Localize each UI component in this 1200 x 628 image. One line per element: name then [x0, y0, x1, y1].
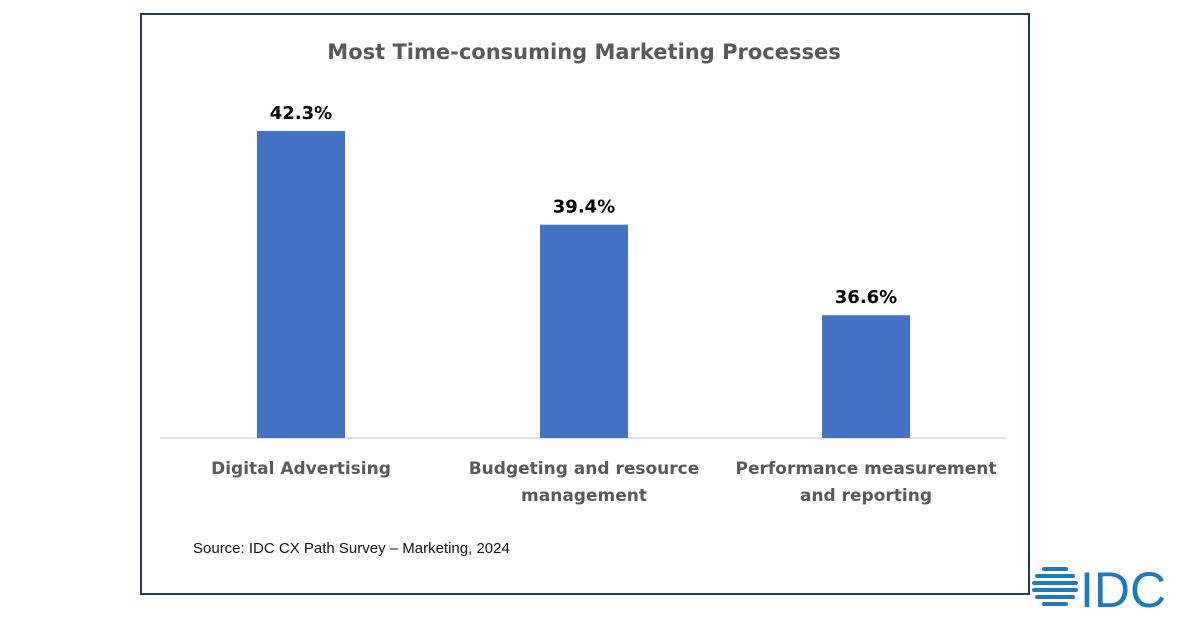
category-label: Digital Advertising: [211, 459, 391, 479]
category-label: management: [521, 486, 647, 506]
bar: [257, 131, 345, 438]
chart-frame: [140, 13, 1030, 595]
bar: [822, 315, 910, 438]
logo-text: IDC: [1080, 562, 1166, 614]
category-label: and reporting: [800, 486, 932, 506]
data-label: 36.6%: [835, 287, 897, 308]
bar: [540, 224, 628, 438]
source-note: Source: IDC CX Path Survey – Marketing, …: [193, 540, 510, 557]
idc-logo: IDC: [1032, 562, 1166, 614]
category-label: Performance measurement: [736, 459, 997, 479]
data-label: 39.4%: [553, 197, 615, 218]
data-label: 42.3%: [270, 103, 332, 124]
category-label: Budgeting and resource: [469, 459, 700, 479]
globe-icon: [1032, 567, 1078, 606]
chart-title: Most Time-consuming Marketing Processes: [327, 40, 840, 64]
